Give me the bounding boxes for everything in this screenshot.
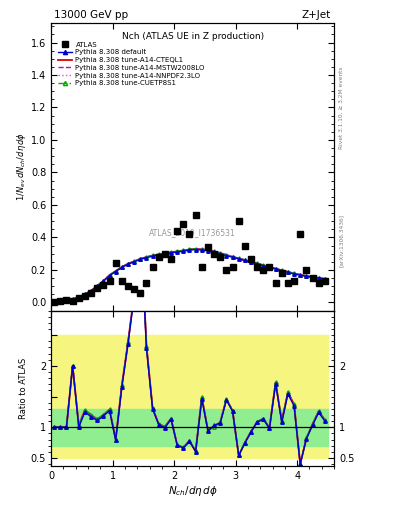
X-axis label: $N_{ch}/d\eta\,d\phi$: $N_{ch}/d\eta\,d\phi$ xyxy=(167,483,218,498)
Text: Rivet 3.1.10, ≥ 3.2M events: Rivet 3.1.10, ≥ 3.2M events xyxy=(339,66,344,149)
Y-axis label: $1/N_{ev}\,dN_{ch}/d\eta\,d\phi$: $1/N_{ev}\,dN_{ch}/d\eta\,d\phi$ xyxy=(15,132,28,201)
Text: [arXiv:1306.3436]: [arXiv:1306.3436] xyxy=(339,214,344,267)
Text: 13000 GeV pp: 13000 GeV pp xyxy=(54,10,128,20)
Legend: ATLAS, Pythia 8.308 default, Pythia 8.308 tune-A14-CTEQL1, Pythia 8.308 tune-A14: ATLAS, Pythia 8.308 default, Pythia 8.30… xyxy=(57,41,206,87)
Text: Nch (ATLAS UE in Z production): Nch (ATLAS UE in Z production) xyxy=(121,32,264,40)
Text: Z+Jet: Z+Jet xyxy=(302,10,331,20)
Text: ATLAS_2019_I1736531: ATLAS_2019_I1736531 xyxy=(149,228,236,238)
Y-axis label: Ratio to ATLAS: Ratio to ATLAS xyxy=(19,357,28,419)
